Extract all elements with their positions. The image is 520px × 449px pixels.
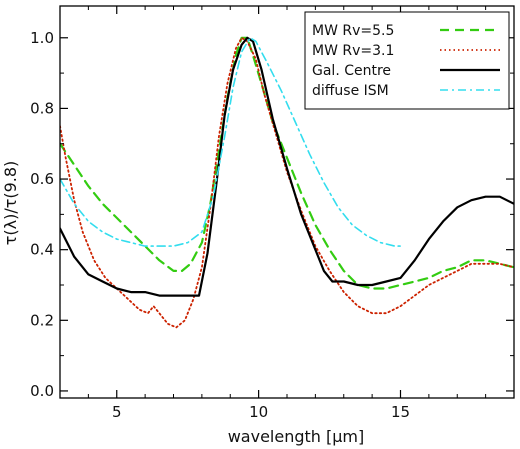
series-group [60,36,514,329]
series-layer [60,36,514,329]
x-tick-label: 10 [249,403,268,421]
y-tick-label: 0.4 [30,241,54,259]
y-axis-label: τ(λ)/τ(9.8) [1,161,20,246]
x-tick-label: 15 [391,403,410,421]
legend-box [304,11,510,110]
series-line-gal-centre [60,36,514,297]
legend-label-mw-rv-5-5: MW Rv=5.5 [312,23,394,39]
x-tick-label: 5 [112,403,122,421]
y-tick-label: 1.0 [30,29,54,47]
legend-label-diffuse-ism: diffuse ISM [312,83,389,99]
y-tick-label: 0.2 [30,311,54,329]
legend-label-gal-centre: Gal. Centre [312,63,391,79]
series-line-mw-rv-3-1 [60,36,514,329]
legend-label-mw-rv-3-1: MW Rv=3.1 [312,43,394,59]
y-tick-label: 0.6 [30,170,54,188]
y-tick-label: 0.0 [30,382,54,400]
x-axis-label: wavelength [μm] [228,427,365,446]
series-line-mw-rv-5-5 [60,36,514,290]
y-tick-label: 0.8 [30,99,54,117]
legend: MW Rv=5.5 MW Rv=3.1 Gal. Centre diffuse ISM [304,11,510,110]
series-line-diffuse-ism [60,36,405,247]
